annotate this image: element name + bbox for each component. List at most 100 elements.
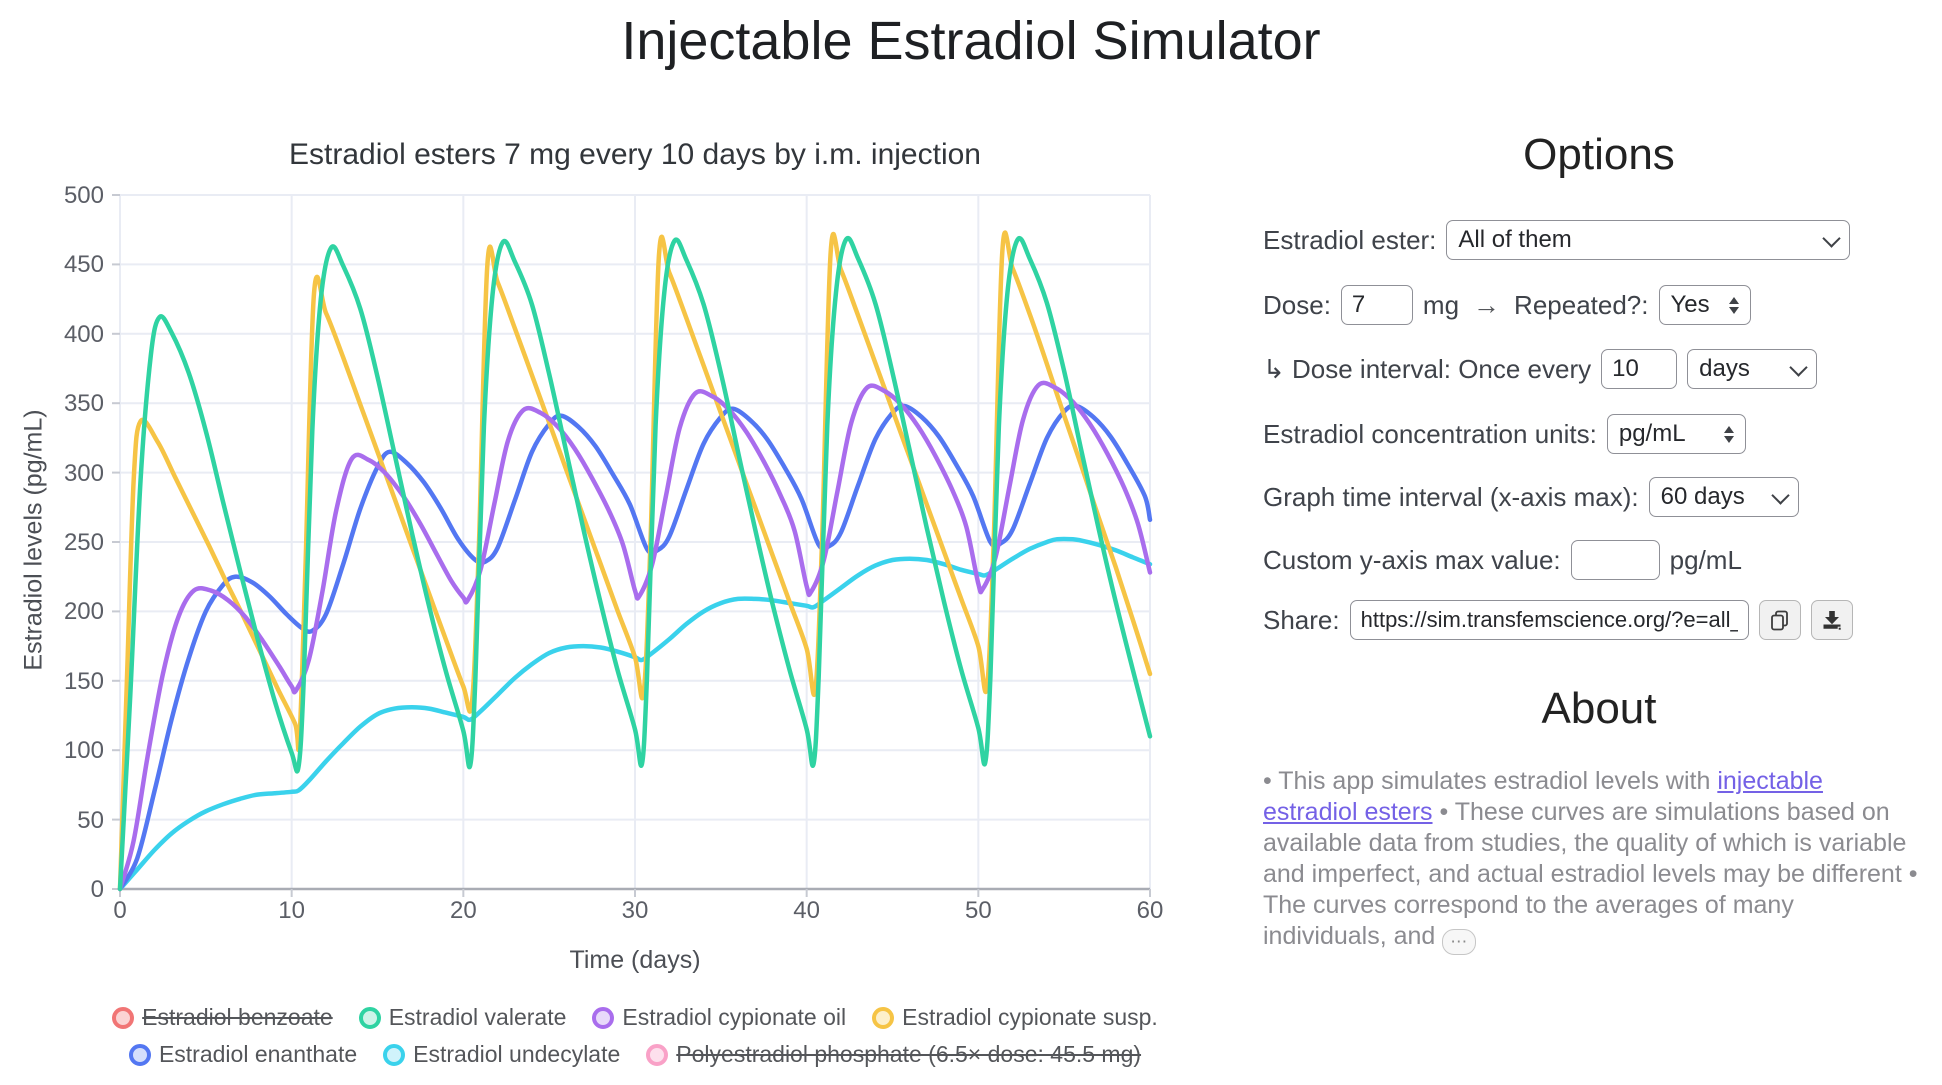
chart-canvas [112,194,1153,897]
legend-marker-icon [592,1006,615,1029]
legend-item-estradiol-benzoate[interactable]: Estradiol benzoate [112,1004,333,1031]
y-tick-label: 450 [63,251,104,279]
repeated-label: Repeated?: [1514,289,1649,320]
graph-interval-value: 60 days [1660,483,1745,510]
legend-marker-icon [646,1043,669,1066]
custom-y-input[interactable] [1581,546,1649,574]
page-title: Injectable Estradiol Simulator [621,11,1321,71]
series-line-estradiol-enanthate [117,403,1153,892]
share-url-input[interactable] [1360,607,1738,633]
x-axis-title: Time (days) [569,946,701,974]
legend-label: Estradiol cypionate susp. [902,1004,1158,1030]
arrow-right-icon: → [1473,289,1501,320]
units-label: Estradiol concentration units: [1263,418,1597,449]
row-estradiol-ester: Estradiol ester: All of them [1263,219,1851,261]
share-input-wrap [1349,600,1749,640]
injectable-esters-link[interactable]: injectable estradiol esters [1263,767,1823,826]
series-line-estradiol-cypionate-susp [117,230,1153,892]
dose-input[interactable] [1351,291,1402,319]
row-graph-time-interval: Graph time interval (x-axis max): 60 day… [1263,476,1799,518]
dose-input-wrap [1340,285,1413,325]
graph-interval-label: Graph time interval (x-axis max): [1263,481,1639,512]
expand-about-button[interactable]: ⋯ [1442,928,1477,955]
custom-y-input-wrap [1570,540,1660,580]
download-graph-button[interactable] [1810,600,1853,640]
legend-label: Estradiol valerate [388,1004,567,1030]
y-tick-label: 50 [77,806,104,834]
dose-interval-unit-value: days [1699,355,1750,382]
share-label: Share: [1263,604,1340,635]
legend-marker-icon [358,1006,381,1029]
legend-item-estradiol-cypionate-susp[interactable]: Estradiol cypionate susp. [872,1004,1158,1031]
dose-label: Dose: [1263,289,1331,320]
dose-interval-input-wrap [1601,349,1678,389]
y-tick-label: 100 [63,737,104,765]
options-heading: Options [1523,130,1675,179]
series-line-estradiol-valerate [117,235,1153,892]
about-text-after-link: • These curves are simulations based on … [1263,798,1918,950]
copy-icon [1770,610,1788,631]
units-value: pg/mL [1618,420,1686,447]
row-dose: Dose: mg → Repeated?: Yes [1263,284,1751,326]
chevron-down-icon [1822,228,1842,248]
graph-interval-select[interactable]: 60 days [1648,477,1799,517]
estradiol-ester-label: Estradiol ester: [1263,224,1437,255]
x-tick-label: 30 [621,897,649,924]
download-icon [1823,611,1842,631]
legend-item-estradiol-enanthate[interactable]: Estradiol enanthate [128,1041,358,1068]
dose-interval-unit-select[interactable]: days [1687,349,1818,389]
legend-item-estradiol-valerate[interactable]: Estradiol valerate [358,1004,567,1031]
dose-interval-input[interactable] [1612,355,1667,383]
y-tick-label: 350 [63,390,104,418]
legend-row-2: Estradiol enanthate Estradiol undecylate P… [100,1036,1170,1073]
chevron-down-icon [1770,485,1790,505]
series-line-estradiol-undecylate [117,536,1153,892]
y-tick-label: 400 [63,320,104,348]
x-tick-label: 40 [793,897,820,924]
estradiol-ester-value: All of them [1458,226,1572,253]
legend-marker-icon [872,1006,895,1029]
legend-label: Estradiol undecylate [413,1041,621,1067]
legend-marker-icon [383,1043,406,1066]
estradiol-ester-select[interactable]: All of them [1446,220,1851,260]
about-text-before-link: • This app simulates estradiol levels wi… [1263,767,1718,795]
row-concentration-units: Estradiol concentration units: pg/mL [1263,413,1746,455]
y-tick-label: 250 [63,529,104,556]
custom-y-label: Custom y-axis max value: [1263,544,1561,575]
row-dose-interval: ↳ Dose interval: Once every days [1263,348,1818,390]
row-share: Share: [1263,599,1853,641]
stepper-arrows-icon [1723,425,1734,443]
dose-unit-label: mg [1422,289,1460,320]
y-tick-label: 200 [63,598,104,626]
legend-item-estradiol-cypionate-oil[interactable]: Estradiol cypionate oil [592,1004,846,1031]
about-paragraph: • This app simulates estradiol levels wi… [1263,766,1921,955]
series-line-estradiol-cypionate-oil [117,380,1153,892]
about-heading: About [1541,684,1657,733]
legend-marker-icon [128,1043,151,1066]
x-tick-label: 10 [278,897,305,924]
y-tick-label: 150 [63,667,104,695]
chart-legend: Estradiol benzoate Estradiol valerate Estr… [100,999,1170,1073]
x-tick-label: 20 [449,897,477,924]
custom-y-unit-label: pg/mL [1669,544,1742,575]
chart-title: Estradiol esters 7 mg every 10 days by i… [289,138,981,171]
legend-marker-icon [112,1006,135,1029]
legend-row-1: Estradiol benzoate Estradiol valerate Estr… [100,999,1170,1036]
row-custom-y-max: Custom y-axis max value: pg/mL [1263,539,1742,581]
repeated-select[interactable]: Yes [1658,285,1751,325]
legend-item-polyestradiol-phosphate-6-5-dose-45-5-mg[interactable]: Polyestradiol phosphate (6.5× dose: 45.5… [646,1041,1141,1068]
units-select[interactable]: pg/mL [1606,414,1746,454]
x-tick-label: 0 [113,897,127,924]
legend-label: Estradiol cypionate oil [622,1004,847,1030]
legend-item-estradiol-undecylate[interactable]: Estradiol undecylate [383,1041,620,1068]
repeated-value: Yes [1670,291,1710,318]
x-axis-tick-labels: 0 10 20 30 40 50 60 [113,897,1163,927]
copy-link-button[interactable] [1758,600,1801,640]
legend-label: Estradiol enanthate [158,1041,358,1067]
dose-interval-label: ↳ Dose interval: Once every [1263,353,1592,384]
x-tick-label: 50 [964,897,992,924]
legend-label: Polyestradiol phosphate (6.5× dose: 45.5… [676,1041,1142,1067]
legend-label: Estradiol benzoate [142,1004,333,1030]
x-tick-label: 60 [1136,897,1164,924]
